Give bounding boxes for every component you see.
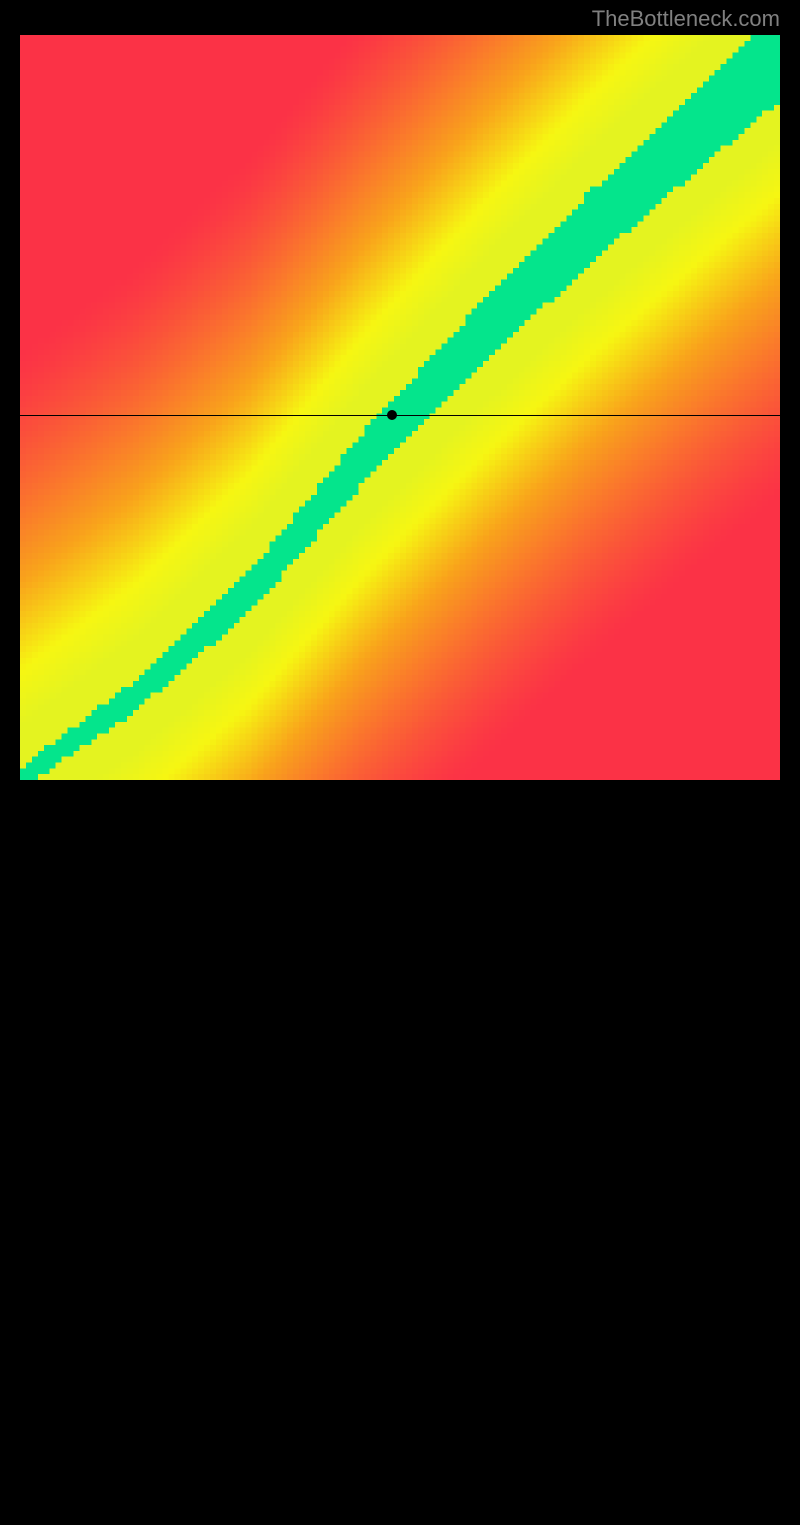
bottleneck-heatmap xyxy=(20,35,780,780)
watermark-text: TheBottleneck.com xyxy=(592,6,780,32)
heatmap-canvas xyxy=(20,35,780,780)
crosshair-horizontal xyxy=(20,415,780,416)
crosshair-vertical xyxy=(392,780,393,1525)
